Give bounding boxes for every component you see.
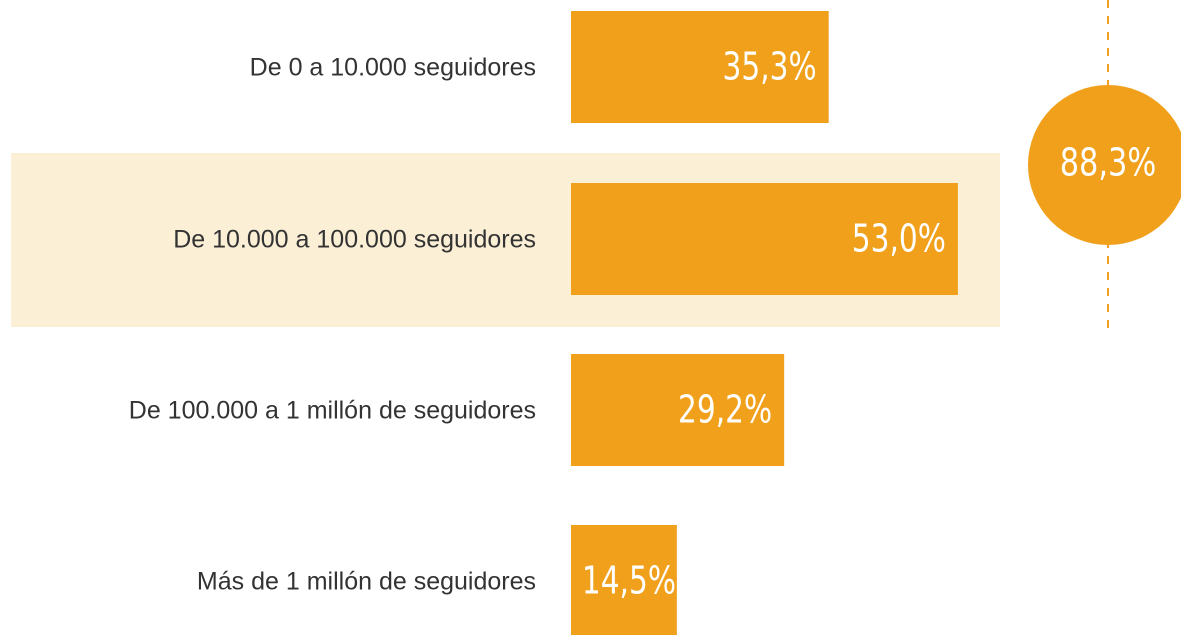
value-label: 53,0%	[852, 217, 946, 262]
value-label: 35,3%	[723, 45, 817, 90]
value-label: 29,2%	[678, 388, 772, 433]
category-label: De 10.000 a 100.000 seguidores	[173, 226, 536, 254]
bar	[571, 354, 785, 466]
category-label: Más de 1 millón de seguidores	[197, 568, 536, 596]
value-label: 14,5%	[582, 559, 676, 604]
bar	[571, 11, 829, 123]
total-label: 88,3%	[1060, 141, 1157, 185]
bar	[571, 183, 958, 295]
bar	[571, 525, 677, 635]
category-label: De 0 a 10.000 seguidores	[250, 54, 536, 82]
category-label: De 100.000 a 1 millón de seguidores	[129, 397, 536, 425]
total-circle	[1028, 85, 1181, 245]
